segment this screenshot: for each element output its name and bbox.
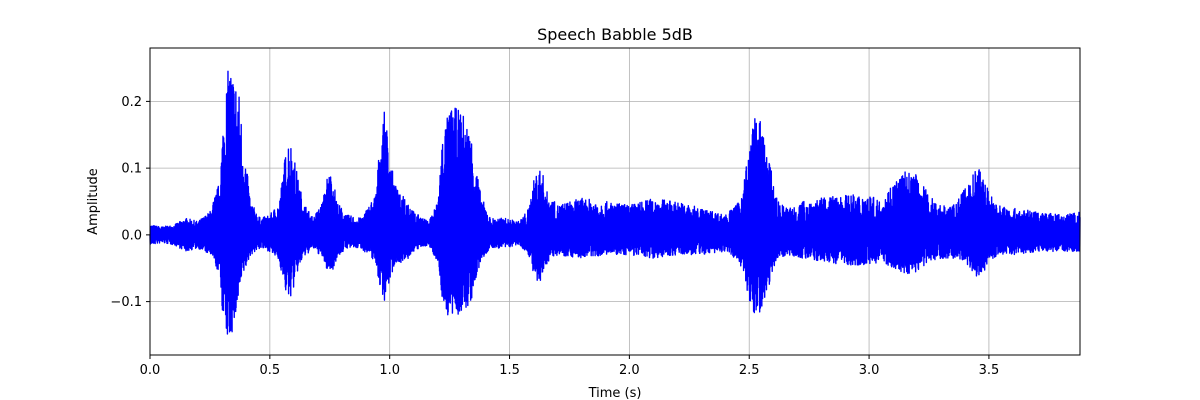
- x-tick-label: 0.5: [260, 363, 281, 378]
- chart-title: Speech Babble 5dB: [537, 25, 693, 44]
- x-tick-label: 3.5: [979, 363, 1000, 378]
- y-tick-label: 0.2: [121, 95, 142, 110]
- tick-layer: 0.0 0.5 1.0 1.5 2.0 2.5 3.0 3.5 −0.1 0.0 0.1 0.2: [110, 95, 999, 378]
- y-axis-title: Amplitude: [86, 168, 101, 235]
- x-axis-title: Time (s): [588, 386, 642, 400]
- signal-line: [149, 70, 1081, 335]
- y-tick-label: 0.1: [121, 162, 142, 177]
- x-tick-label: 1.0: [379, 363, 400, 378]
- x-tick-label: 2.5: [739, 363, 760, 378]
- y-tick-label: 0.0: [121, 228, 142, 243]
- x-tick-label: 3.0: [859, 363, 880, 378]
- plot-frame: [149, 47, 1081, 356]
- x-tick-label: 0.0: [140, 363, 161, 378]
- x-tick-label: 2.0: [619, 363, 640, 378]
- x-tick-label: 1.5: [499, 363, 520, 378]
- signal-layer: [149, 70, 1081, 335]
- y-tick-label: −0.1: [110, 295, 142, 310]
